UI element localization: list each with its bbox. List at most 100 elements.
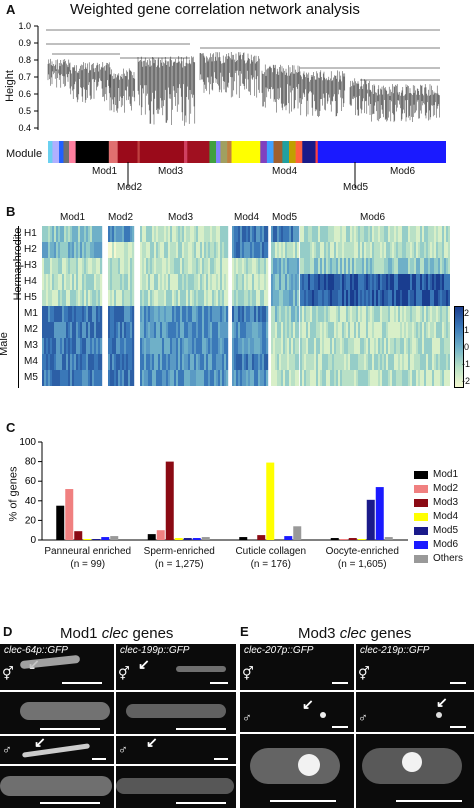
heatmap-cell	[266, 274, 269, 290]
heatmap-cell	[162, 290, 165, 306]
heatmap-cell	[82, 322, 85, 338]
heatmap-cell	[166, 338, 169, 354]
heatmap-cell	[332, 354, 335, 370]
heatmap-cell	[258, 290, 261, 306]
heatmap-cell	[140, 242, 143, 258]
heatmap-cell	[194, 322, 197, 338]
heatmap-cell	[72, 274, 75, 290]
heatmap-cell	[275, 242, 278, 258]
heatmap-cell	[194, 258, 197, 274]
heatmap-cell	[66, 274, 69, 290]
heatmap-cell	[408, 258, 411, 274]
heatmap-cell	[310, 306, 313, 322]
heatmap-cell	[264, 290, 267, 306]
heatmap-cell	[74, 370, 77, 386]
heatmap-cell	[324, 370, 327, 386]
heatmap-cell	[322, 370, 325, 386]
heatmap-cell	[394, 290, 397, 306]
row-label-h5: H5	[24, 292, 37, 303]
heatmap-cell	[132, 226, 135, 242]
heatmap-cell	[162, 370, 165, 386]
heatmap-cell	[386, 226, 389, 242]
heatmap-cell	[52, 290, 55, 306]
heatmap-cell	[52, 226, 55, 242]
heatmap-cell	[436, 274, 439, 290]
heatmap-cell	[214, 226, 217, 242]
heatmap-cell	[204, 226, 207, 242]
heatmap-cell	[78, 274, 81, 290]
heatmap-cell	[186, 242, 189, 258]
heatmap-cell	[184, 258, 187, 274]
heatmap-cell	[408, 322, 411, 338]
heatmap-cell	[78, 338, 81, 354]
heatmap-cell	[242, 322, 245, 338]
heatmap-cell	[236, 258, 239, 274]
heatmap-cell	[212, 226, 215, 242]
heatmap-cell	[344, 242, 347, 258]
heatmap-cell	[76, 274, 79, 290]
heatmap-cell	[44, 290, 47, 306]
module-segment	[108, 141, 118, 163]
heatmap-cell	[293, 226, 296, 242]
heatmap-cell	[308, 290, 311, 306]
heatmap-cell	[336, 354, 339, 370]
heatmap-cell	[240, 226, 243, 242]
heatmap-cell	[330, 290, 333, 306]
heatmap-cell	[72, 226, 75, 242]
scale-bar	[40, 802, 100, 804]
heatmap-cell	[198, 290, 201, 306]
heatmap-cell	[76, 306, 79, 322]
heatmap-cell	[78, 226, 81, 242]
module-segment	[137, 141, 141, 163]
heatmap-cell	[376, 370, 379, 386]
heatmap-cell	[360, 306, 363, 322]
heatmap-cell	[262, 306, 265, 322]
heatmap-cell	[344, 322, 347, 338]
heatmap-cell	[273, 370, 276, 386]
heatmap-cell	[146, 338, 149, 354]
heatmap-cell	[346, 242, 349, 258]
heatmap-cell	[386, 242, 389, 258]
heatmap-cell	[44, 338, 47, 354]
heatmap-cell	[48, 258, 51, 274]
heatmap-cell	[66, 258, 69, 274]
heatmap-cell	[332, 338, 335, 354]
heatmap-cell	[48, 226, 51, 242]
heatmap-cell	[244, 354, 247, 370]
bar-mod6-1	[192, 538, 201, 540]
heatmap-cell	[128, 338, 131, 354]
heatmap-cell	[224, 354, 227, 370]
heatmap-cell	[424, 274, 427, 290]
heatmap-cell	[342, 242, 345, 258]
heatmap-cell	[60, 306, 63, 322]
heatmap-cell	[424, 322, 427, 338]
heatmap-cell	[170, 290, 173, 306]
heatmap-cell	[172, 338, 175, 354]
heatmap-cell	[448, 322, 450, 338]
heatmap-cell	[238, 354, 241, 370]
heatmap-cell	[50, 322, 53, 338]
heatmap-cell	[430, 354, 433, 370]
heatmap-cell	[328, 226, 331, 242]
heatmap-cell	[352, 274, 355, 290]
heatmap-cell	[424, 290, 427, 306]
heatmap-cell	[312, 226, 315, 242]
heatmap-cell	[372, 258, 375, 274]
heatmap-cell	[362, 226, 365, 242]
heatmap-cell	[120, 338, 123, 354]
heatmap-cell	[271, 258, 274, 274]
heatmap-cell	[434, 338, 437, 354]
heatmap-cell	[98, 306, 101, 322]
row-label-m2: M2	[24, 324, 38, 335]
heatmap-cell	[304, 306, 307, 322]
heatmap-cell	[220, 258, 223, 274]
heatmap-cell	[362, 258, 365, 274]
module-segment	[48, 141, 53, 163]
heatmap-cell	[94, 354, 97, 370]
heatmap-cell	[46, 242, 49, 258]
heatmap-cell	[448, 258, 450, 274]
heatmap-cell	[222, 370, 225, 386]
heatmap-cell	[344, 258, 347, 274]
heatmap-cell	[130, 242, 133, 258]
heatmap-cell	[110, 242, 113, 258]
